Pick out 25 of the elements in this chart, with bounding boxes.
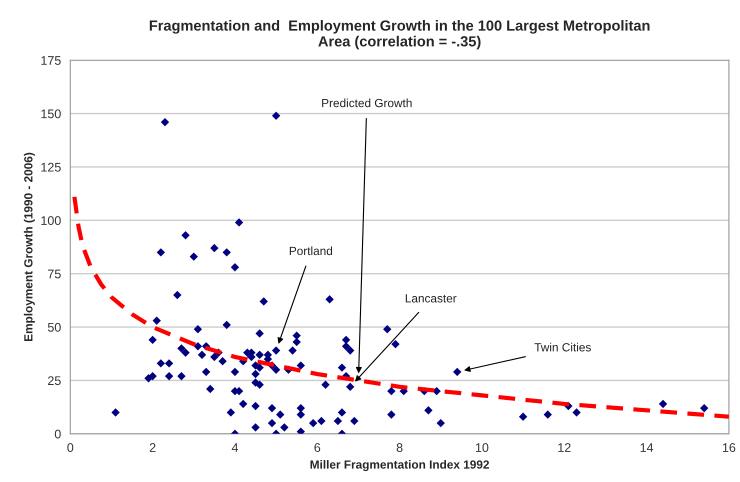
y-tick-label: 75 <box>48 270 61 278</box>
annotation: Portland <box>290 246 332 256</box>
y-tick-label: 50 <box>48 322 61 332</box>
x-tick-label: 8 <box>396 443 403 452</box>
x-axis-title: Miller Fragmentation Index 1992 <box>310 460 490 472</box>
annotation: Lancaster <box>406 294 456 303</box>
y-tick-label: 25 <box>48 376 61 386</box>
y-tick-label: 125 <box>41 162 61 172</box>
y-tick-label: 175 <box>41 56 61 65</box>
annotation: Twin Cities <box>534 342 591 352</box>
x-tick-label: 12 <box>558 443 571 452</box>
x-tick-label: 0 <box>67 443 74 452</box>
y-axis-title: Employment Growth (1990 - 2006) <box>24 152 35 342</box>
chart-title: Fragmentation and Employment Growth in the 100 Largest Metropolitan Area (correlation = -.35) <box>150 20 650 50</box>
x-tick-label: 6 <box>314 443 320 452</box>
x-tick-label: 4 <box>232 443 238 452</box>
y-tick-label: 150 <box>41 109 61 118</box>
x-tick-label: 2 <box>150 443 156 452</box>
annotation: Predicted Growth <box>322 98 412 108</box>
line-series <box>72 194 729 419</box>
x-tick-label: 16 <box>722 443 736 452</box>
y-tick-label: 100 <box>41 216 61 225</box>
x-tick-label: 10 <box>476 443 488 452</box>
x-tick-label: 14 <box>640 443 654 452</box>
y-tick-label: 0 <box>54 430 61 438</box>
